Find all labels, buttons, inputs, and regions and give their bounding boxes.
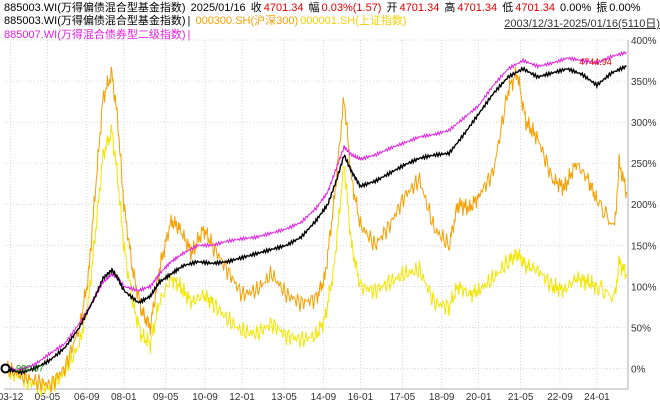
y-tick-label: 350%: [631, 77, 657, 88]
y-tick-label: 0%: [631, 364, 646, 375]
legend-series-4[interactable]: 885007.WI(万得混合债券型二级指数): [4, 29, 186, 41]
x-tick-label: 03-12: [0, 392, 24, 402]
legend-row-2: 885007.WI(万得混合债券型二级指数) |: [4, 29, 192, 42]
open-label: 开: [386, 2, 398, 14]
amount-value: 0.00%: [560, 2, 592, 14]
y-tick-label: 300%: [631, 118, 657, 129]
x-tick-label: 08-01: [111, 392, 137, 402]
start-marker: [0, 363, 11, 374]
date-range[interactable]: 2003/12/31-2025/01/16(5110日): [504, 15, 660, 31]
y-tick-label: 400%: [631, 36, 657, 47]
x-tick-label: 16-01: [348, 392, 374, 402]
series-line-2: [5, 66, 627, 393]
date-range-text: 2003/12/31-2025/01/16(5110日): [504, 18, 660, 30]
series-line-3: [5, 124, 627, 397]
low-label: 低: [502, 2, 514, 14]
close-value: 4701.34: [263, 2, 304, 14]
x-tick-label: 10-09: [192, 392, 218, 402]
series-line-1: [4, 64, 627, 376]
x-tick-label: 13-05: [271, 392, 297, 402]
y-tick-label: 200%: [631, 200, 657, 211]
quote-date: 2025/01/16: [190, 2, 246, 14]
y-tick-label: 50%: [631, 323, 651, 334]
x-tick-label: 20-01: [466, 392, 492, 402]
y-tick-label: 250%: [631, 159, 657, 170]
legend-row-1: 885003.WI(万得偏债混合型基金指数) | 000300.SH(沪深300)…: [4, 15, 409, 28]
x-tick-label: 17-05: [390, 392, 416, 402]
y-tick-label: 100%: [631, 282, 657, 293]
amp-value: 0.00%: [609, 2, 641, 14]
legend-series-3[interactable]: 000001.SH(上证指数): [300, 15, 407, 27]
y-tick-label: 150%: [631, 241, 657, 252]
amp-label: 振: [596, 2, 608, 14]
start-value-label: 990.67: [16, 363, 44, 373]
change-value: 0.03%(1.57): [321, 2, 382, 14]
low-value: 4701.34: [515, 2, 555, 14]
quote-header: 885003.WI(万得偏债混合型基金指数) 2025/01/16 收 4701.…: [4, 2, 656, 15]
high-label: 高: [444, 2, 456, 14]
legend-separator: |: [187, 15, 191, 27]
series-line-4: [5, 50, 627, 373]
change-label: 幅: [308, 2, 320, 14]
last-value-label: 4744.94: [579, 57, 612, 67]
x-tick-label: 18-09: [429, 392, 455, 402]
x-tick-label: 09-05: [153, 392, 179, 402]
legend-series-2[interactable]: 000300.SH(沪深300): [195, 15, 299, 27]
high-value: 4701.34: [457, 2, 498, 14]
x-tick-label: 12-01: [229, 392, 255, 402]
close-label: 收: [250, 2, 262, 14]
index-code: 885003.WI(万得偏债混合型基金指数): [4, 2, 186, 14]
x-tick-label: 24-01: [584, 392, 610, 402]
legend-separator: |: [187, 29, 191, 41]
x-tick-label: 22-09: [547, 392, 573, 402]
x-tick-label: 21-05: [508, 392, 534, 402]
legend-series-1[interactable]: 885003.WI(万得偏债混合型基金指数): [4, 15, 186, 27]
x-tick-label: 06-09: [74, 392, 100, 402]
open-value: 4701.34: [399, 2, 440, 14]
x-tick-label: 14-09: [311, 392, 337, 402]
x-tick-label: 05-05: [35, 392, 61, 402]
